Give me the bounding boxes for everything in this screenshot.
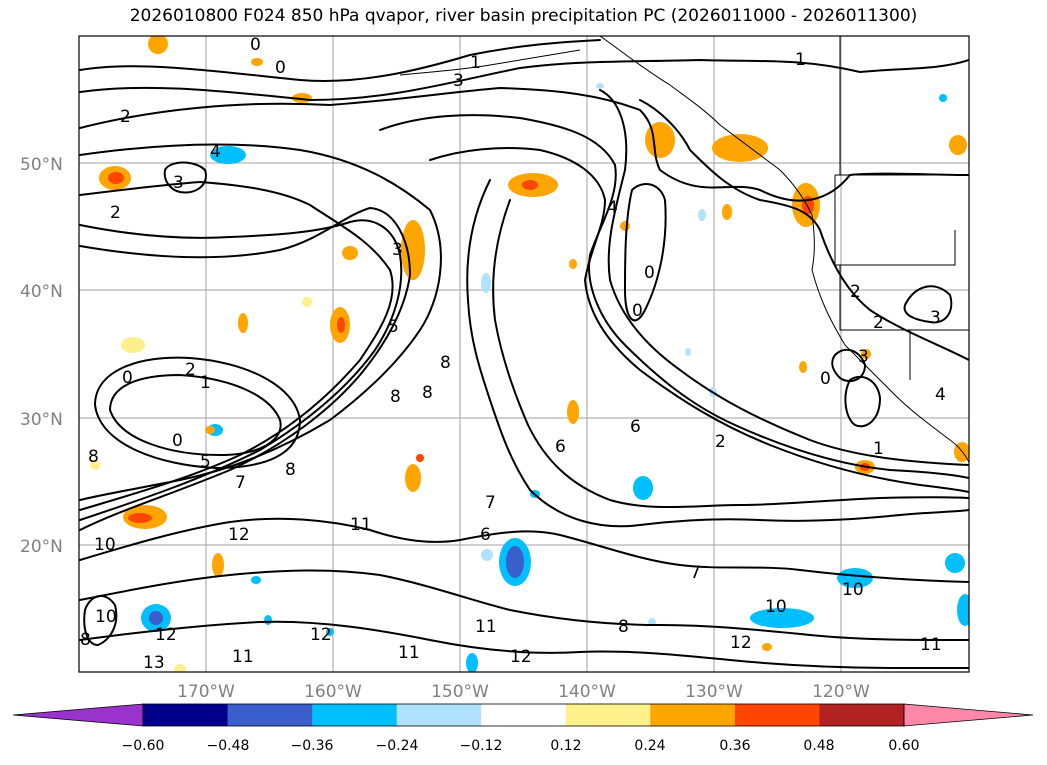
contour-label: 3 (930, 308, 941, 328)
contour-label: 7 (485, 493, 496, 513)
contour-label: 8 (80, 630, 91, 650)
contour-labels: 0 0 2 1 3 1 3 4 2 3 5 4 0 0 2 2 3 0 2 1 … (80, 35, 946, 673)
contour-label: 10 (95, 607, 117, 627)
contour-label: 1 (795, 50, 806, 70)
contour-label: 12 (510, 647, 532, 667)
colorbar-extend-high (903, 703, 1034, 727)
contour-label: 8 (618, 617, 629, 637)
contour-label: 0 (250, 35, 261, 55)
lon-label: 130°W (685, 682, 743, 702)
contour-label: 8 (285, 460, 296, 480)
contour-label: 12 (730, 633, 752, 653)
contour-label: 12 (155, 625, 177, 645)
contour-label: 6 (480, 525, 491, 545)
contour-label: 10 (94, 535, 116, 555)
contour-label: 0 (122, 368, 133, 388)
colorbar-bin (650, 704, 736, 726)
contour-label: 0 (172, 431, 183, 451)
contour-label: 10 (765, 597, 787, 617)
colorbar-tick-label: 0.60 (888, 738, 919, 754)
contour-label: 2 (185, 360, 196, 380)
contour-label: 1 (200, 373, 211, 393)
colorbar-outline (142, 703, 905, 727)
contour-label: 5 (200, 452, 211, 472)
contour-label: 3 (392, 240, 403, 260)
colorbar-tick-labels: −0.60 −0.48 −0.36 −0.24 −0.12 0.12 0.24 … (122, 738, 920, 754)
colorbar-bin (227, 704, 313, 726)
qvapor-contours (79, 39, 969, 670)
lat-label: 40°N (20, 282, 63, 302)
contour-label: 11 (398, 643, 420, 663)
graticule (79, 36, 969, 672)
colorbar-bin (734, 704, 820, 726)
lon-label: 150°W (431, 682, 489, 702)
contour-label: 0 (275, 58, 286, 78)
colorbar-tick-label: −0.48 (207, 738, 250, 754)
contour-label: 2 (850, 282, 861, 302)
contour-label: 1 (873, 439, 884, 459)
contour-label: 8 (88, 447, 99, 467)
colorbar-tick-label: −0.60 (122, 738, 165, 754)
colorbar-bin (481, 704, 567, 726)
contour-label: 6 (630, 417, 641, 437)
map-border (78, 35, 970, 673)
colorbar-tick-label: 0.24 (634, 738, 665, 754)
colorbar-bin (565, 704, 651, 726)
colorbar-tick-label: −0.36 (291, 738, 334, 754)
contour-label: 2 (120, 107, 131, 127)
contour-label: 8 (440, 353, 451, 373)
colorbar-tick-label: −0.24 (376, 738, 419, 754)
lat-label: 50°N (20, 155, 63, 175)
contour-label: 0 (632, 301, 643, 321)
contour-label: 0 (644, 263, 655, 283)
contour-label: 0 (820, 369, 831, 389)
contour-label: 4 (210, 142, 221, 162)
colorbar-tick-label: 0.36 (719, 738, 750, 754)
colorbar-tick-label: 0.48 (803, 738, 834, 754)
lon-label: 160°W (304, 682, 362, 702)
colorbar-bin (819, 704, 905, 726)
colorbar-bin (396, 704, 482, 726)
contour-label: 4 (935, 385, 946, 405)
contour-label: 4 (607, 198, 618, 218)
lon-label: 120°W (812, 682, 870, 702)
contour-label: 11 (475, 617, 497, 637)
contour-label: 11 (232, 647, 254, 667)
contour-label: 8 (422, 383, 433, 403)
contour-label: 7 (235, 473, 246, 493)
colorbar-extend-low (12, 703, 144, 727)
lat-label: 30°N (20, 410, 63, 430)
contour-label: 12 (228, 525, 250, 545)
contour-label: 13 (143, 653, 165, 673)
map-title: 2026010800 F024 850 hPa qvapor, river ba… (129, 6, 918, 26)
contour-label: 1 (470, 53, 481, 73)
contour-label: 2 (715, 432, 726, 452)
contour-label: 2 (110, 203, 121, 223)
colorbar-tick-label: 0.12 (550, 738, 581, 754)
colorbar-bin (312, 704, 398, 726)
contour-label: 11 (920, 635, 942, 655)
precip-pc-shading (90, 36, 969, 672)
lon-label: 140°W (558, 682, 616, 702)
lat-label: 20°N (20, 537, 63, 557)
contour-label: 5 (388, 317, 399, 337)
contour-label: 11 (350, 515, 372, 535)
contour-label: 7 (690, 563, 701, 583)
contour-label: 6 (555, 437, 566, 457)
colorbar-bin (143, 704, 229, 726)
colorbar (12, 703, 1034, 727)
colorbar-tick-label: −0.12 (460, 738, 503, 754)
contour-label: 3 (453, 71, 464, 91)
contour-label: 3 (173, 173, 184, 193)
lon-label: 170°W (177, 682, 235, 702)
contour-label: 3 (858, 347, 869, 367)
coastline (399, 36, 969, 463)
contour-label: 10 (842, 580, 864, 600)
contour-label: 2 (873, 313, 884, 333)
contour-label: 12 (310, 625, 332, 645)
contour-label: 8 (390, 387, 401, 407)
